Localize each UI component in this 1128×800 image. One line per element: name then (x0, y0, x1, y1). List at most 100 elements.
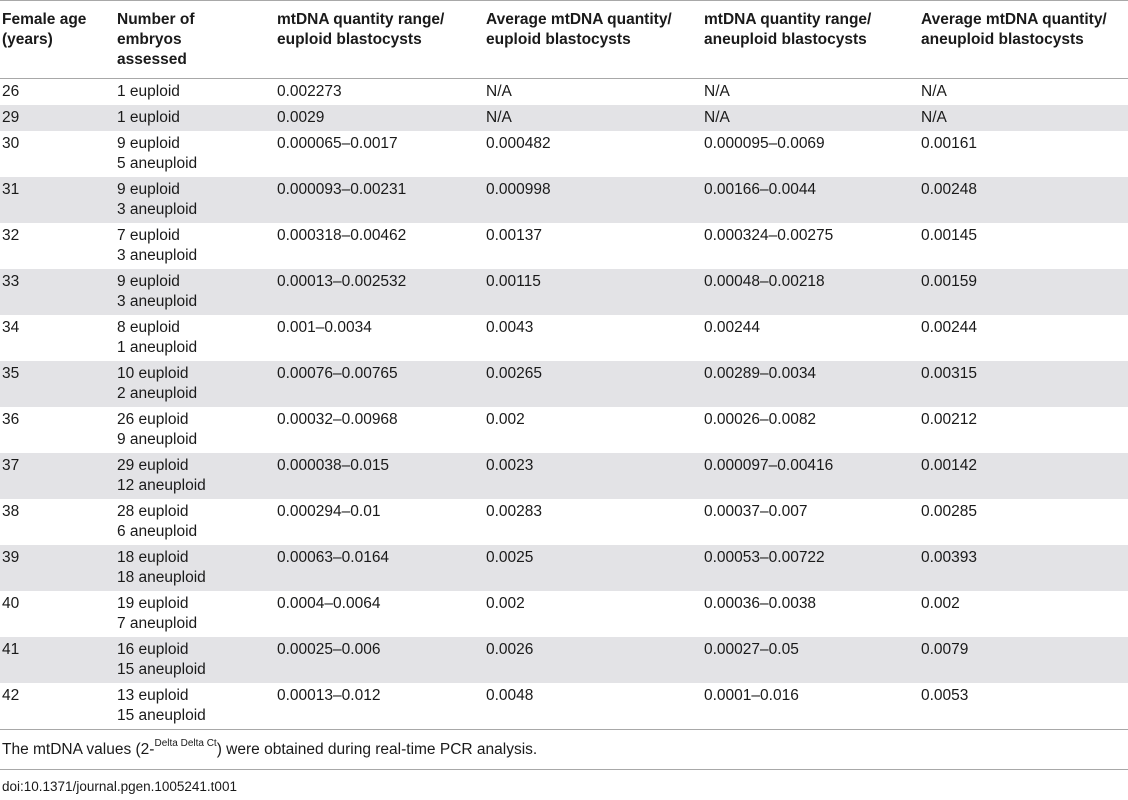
table-row: 37 29 euploid 12 aneuploid 0.000038–0.015 0… (0, 453, 1128, 499)
cell-female-age: 39 (2, 549, 20, 566)
cell-aneuploid-average: 0.00285 (921, 503, 978, 520)
cell-female-age: 34 (2, 319, 20, 336)
cell-aneuploid-average: 0.0053 (921, 687, 969, 704)
cell-aneuploid-range: 0.00166–0.0044 (704, 181, 817, 198)
table-row: 29 1 euploid 0.0029 N/A N/A N/A (0, 105, 1128, 131)
cell-euploid-average: 0.000998 (486, 181, 551, 198)
cell-embryos-assessed: 1 euploid (117, 109, 180, 126)
mtdna-table: Female age (years) Number of embryos ass… (0, 0, 1128, 730)
cell-euploid-average: 0.0026 (486, 641, 534, 658)
footnote-text-after: ) were obtained during real-time PCR ana… (216, 741, 538, 758)
cell-euploid-range: 0.000318–0.00462 (277, 227, 407, 244)
cell-aneuploid-range: 0.00048–0.00218 (704, 273, 825, 290)
cell-embryos-assessed: 9 euploid 3 aneuploid (117, 181, 198, 218)
table-footnote: The mtDNA values (2-Delta Delta Ct) were… (2, 738, 538, 759)
cell-euploid-range: 0.001–0.0034 (277, 319, 372, 336)
cell-euploid-range: 0.00025–0.006 (277, 641, 381, 658)
cell-embryos-assessed: 19 euploid 7 aneuploid (117, 595, 198, 632)
cell-embryos-assessed: 18 euploid 18 aneuploid (117, 549, 206, 586)
cell-aneuploid-range: 0.00036–0.0038 (704, 595, 817, 612)
cell-aneuploid-average: 0.0079 (921, 641, 969, 658)
cell-female-age: 31 (2, 181, 20, 198)
table-row: 40 19 euploid 7 aneuploid 0.0004–0.0064 0.0… (0, 591, 1128, 637)
cell-embryos-assessed: 7 euploid 3 aneuploid (117, 227, 198, 264)
cell-aneuploid-average: 0.00145 (921, 227, 978, 244)
cell-euploid-range: 0.0004–0.0064 (277, 595, 381, 612)
cell-aneuploid-average: 0.00248 (921, 181, 978, 198)
cell-aneuploid-average: N/A (921, 109, 947, 126)
table-row: 41 16 euploid 15 aneuploid 0.00025–0.006 0.… (0, 637, 1128, 683)
cell-euploid-range: 0.002273 (277, 83, 342, 100)
cell-female-age: 41 (2, 641, 20, 658)
header-female-age: Female age (years) (2, 11, 87, 48)
table-row: 42 13 euploid 15 aneuploid 0.00013–0.012 0.… (0, 683, 1128, 730)
footnote-text-before: The mtDNA values (2- (2, 741, 155, 758)
cell-embryos-assessed: 1 euploid (117, 83, 180, 100)
cell-aneuploid-range: 0.000095–0.0069 (704, 135, 825, 152)
cell-aneuploid-average: 0.00393 (921, 549, 978, 566)
cell-embryos-assessed: 29 euploid 12 aneuploid (117, 457, 206, 494)
cell-euploid-range: 0.00013–0.002532 (277, 273, 407, 290)
header-aneuploid-range: mtDNA quantity range/ aneuploid blastocy… (704, 11, 872, 48)
cell-aneuploid-range: 0.00289–0.0034 (704, 365, 817, 382)
cell-embryos-assessed: 13 euploid 15 aneuploid (117, 687, 206, 724)
table-row: 30 9 euploid 5 aneuploid 0.000065–0.0017 0.… (0, 131, 1128, 177)
table-row: 35 10 euploid 2 aneuploid 0.00076–0.00765 0… (0, 361, 1128, 407)
cell-aneuploid-range: N/A (704, 83, 730, 100)
cell-female-age: 33 (2, 273, 20, 290)
cell-euploid-average: 0.002 (486, 595, 525, 612)
table-row: 36 26 euploid 9 aneuploid 0.00032–0.00968 0… (0, 407, 1128, 453)
cell-embryos-assessed: 16 euploid 15 aneuploid (117, 641, 206, 678)
cell-euploid-range: 0.00013–0.012 (277, 687, 381, 704)
cell-euploid-range: 0.000093–0.00231 (277, 181, 407, 198)
cell-euploid-range: 0.0029 (277, 109, 325, 126)
table-header: Female age (years) Number of embryos ass… (0, 0, 1128, 79)
cell-euploid-average: 0.0048 (486, 687, 534, 704)
cell-aneuploid-range: 0.00027–0.05 (704, 641, 799, 658)
cell-euploid-average: 0.000482 (486, 135, 551, 152)
doi-link[interactable]: doi:10.1371/journal.pgen.1005241.t001 (2, 779, 237, 794)
table-body: 26 1 euploid 0.002273 N/A N/A N/A 29 1 euploid 0… (0, 79, 1128, 730)
cell-embryos-assessed: 9 euploid 3 aneuploid (117, 273, 198, 310)
cell-female-age: 36 (2, 411, 20, 428)
table-row: 33 9 euploid 3 aneuploid 0.00013–0.002532 0… (0, 269, 1128, 315)
cell-aneuploid-range: 0.00026–0.0082 (704, 411, 817, 428)
cell-embryos-assessed: 26 euploid 9 aneuploid (117, 411, 198, 448)
table-row: 32 7 euploid 3 aneuploid 0.000318–0.00462 0… (0, 223, 1128, 269)
cell-aneuploid-range: 0.000324–0.00275 (704, 227, 834, 244)
header-row: Female age (years) Number of embryos ass… (0, 0, 1128, 79)
cell-female-age: 26 (2, 83, 20, 100)
cell-euploid-average: 0.00265 (486, 365, 543, 382)
cell-female-age: 38 (2, 503, 20, 520)
data-table-container: Female age (years) Number of embryos ass… (0, 0, 1128, 730)
header-aneuploid-average: Average mtDNA quantity/ aneuploid blasto… (921, 11, 1107, 48)
cell-aneuploid-range: N/A (704, 109, 730, 126)
header-embryos-assessed: Number of embryos assessed (117, 11, 195, 68)
cell-aneuploid-average: 0.00212 (921, 411, 978, 428)
cell-euploid-range: 0.000294–0.01 (277, 503, 381, 520)
cell-euploid-range: 0.00063–0.0164 (277, 549, 390, 566)
cell-euploid-average: 0.0023 (486, 457, 534, 474)
cell-aneuploid-range: 0.00037–0.007 (704, 503, 808, 520)
cell-euploid-average: 0.00115 (486, 273, 541, 290)
cell-aneuploid-average: 0.002 (921, 595, 960, 612)
cell-aneuploid-average: 0.00315 (921, 365, 978, 382)
header-euploid-range: mtDNA quantity range/ euploid blastocyst… (277, 11, 445, 48)
cell-female-age: 29 (2, 109, 20, 126)
header-euploid-average: Average mtDNA quantity/ euploid blastocy… (486, 11, 672, 48)
cell-female-age: 37 (2, 457, 20, 474)
cell-euploid-average: 0.0025 (486, 549, 534, 566)
cell-euploid-range: 0.000038–0.015 (277, 457, 390, 474)
cell-embryos-assessed: 28 euploid 6 aneuploid (117, 503, 198, 540)
cell-female-age: 35 (2, 365, 20, 382)
cell-embryos-assessed: 10 euploid 2 aneuploid (117, 365, 198, 402)
cell-embryos-assessed: 8 euploid 1 aneuploid (117, 319, 198, 356)
cell-euploid-average: N/A (486, 83, 512, 100)
cell-female-age: 32 (2, 227, 20, 244)
cell-euploid-average: 0.00137 (486, 227, 543, 244)
cell-euploid-average: 0.002 (486, 411, 525, 428)
cell-euploid-average: 0.0043 (486, 319, 534, 336)
cell-female-age: 30 (2, 135, 20, 152)
cell-female-age: 42 (2, 687, 20, 704)
table-row: 38 28 euploid 6 aneuploid 0.000294–0.01 0.0… (0, 499, 1128, 545)
